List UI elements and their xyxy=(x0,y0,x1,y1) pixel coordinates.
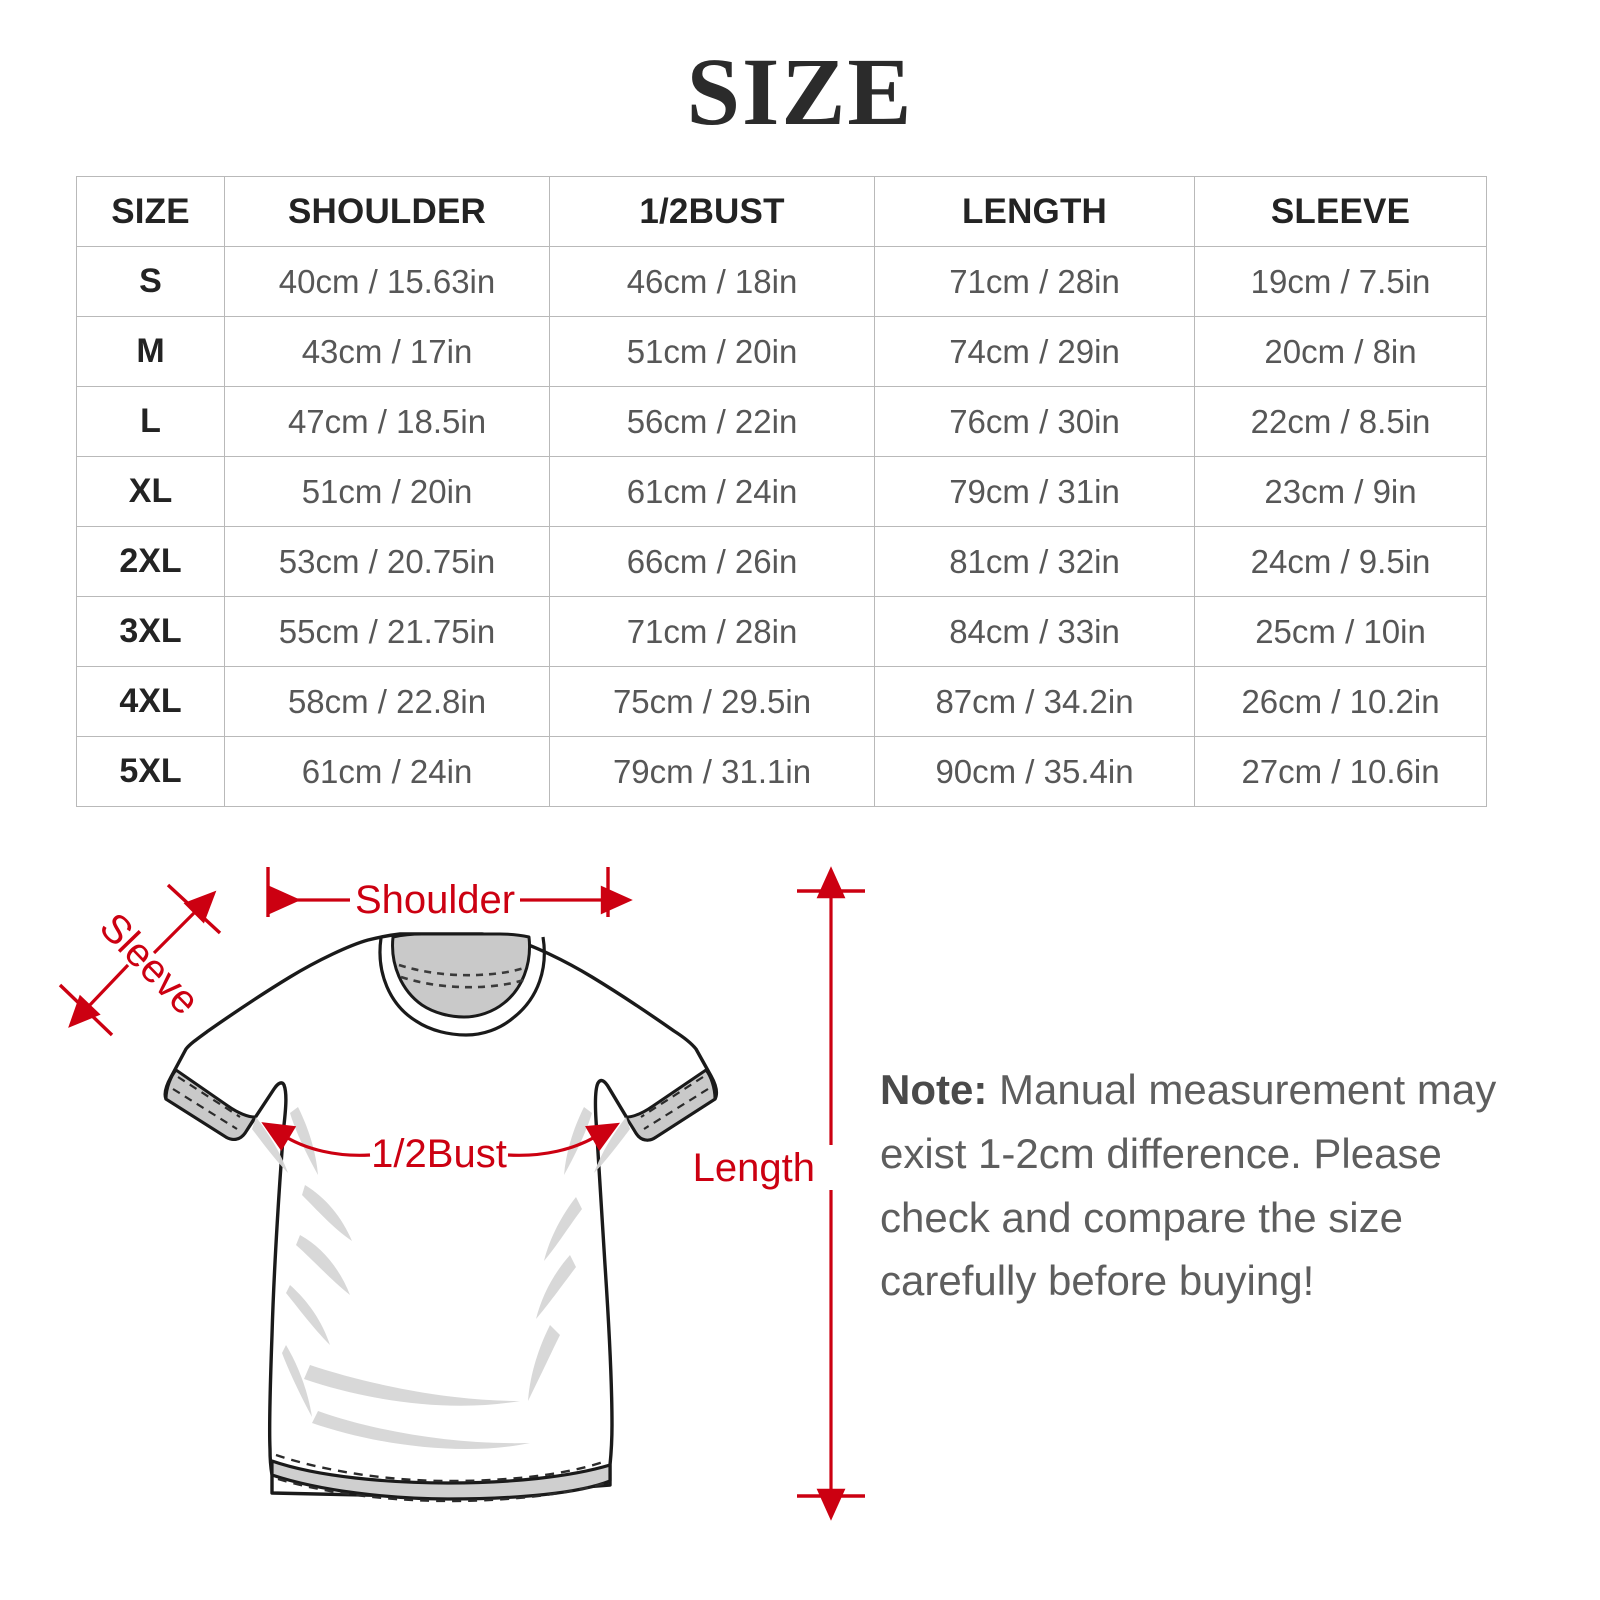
cell-bust: 71cm / 28in xyxy=(549,596,875,667)
column-header-sleeve: SLEEVE xyxy=(1194,176,1487,247)
cell-length: 87cm / 34.2in xyxy=(874,666,1195,737)
table-row: XL 51cm / 20in 61cm / 24in 79cm / 31in 2… xyxy=(76,456,1487,527)
cell-bust: 46cm / 18in xyxy=(549,246,875,317)
cell-size: 2XL xyxy=(76,526,225,597)
cell-shoulder: 51cm / 20in xyxy=(224,456,550,527)
cell-bust: 61cm / 24in xyxy=(549,456,875,527)
cell-size: 4XL xyxy=(76,666,225,737)
cell-shoulder: 61cm / 24in xyxy=(224,736,550,807)
cell-length: 71cm / 28in xyxy=(874,246,1195,317)
bust-dimension: 1/2Bust xyxy=(261,1122,621,1176)
cell-sleeve: 24cm / 9.5in xyxy=(1194,526,1487,597)
table-header-row: SIZE SHOULDER 1/2BUST LENGTH SLEEVE xyxy=(76,176,1487,247)
cell-shoulder: 58cm / 22.8in xyxy=(224,666,550,737)
cell-sleeve: 23cm / 9in xyxy=(1194,456,1487,527)
table-row: L 47cm / 18.5in 56cm / 22in 76cm / 30in … xyxy=(76,386,1487,457)
table-row: 4XL 58cm / 22.8in 75cm / 29.5in 87cm / 3… xyxy=(76,666,1487,737)
cell-bust: 75cm / 29.5in xyxy=(549,666,875,737)
sleeve-tick-bottom xyxy=(58,983,114,1037)
tshirt-illustration xyxy=(163,932,719,1503)
cell-bust: 56cm / 22in xyxy=(549,386,875,457)
left-cuff-stitch-a xyxy=(177,1076,241,1118)
sleeve-label: Sleeve xyxy=(91,905,208,1024)
cell-sleeve: 26cm / 10.2in xyxy=(1194,666,1487,737)
right-cuff-stitch-b xyxy=(643,1088,709,1130)
cell-size: 5XL xyxy=(76,736,225,807)
collar-inner xyxy=(391,932,532,1019)
collar-ribbing xyxy=(398,963,528,977)
column-header-length: LENGTH xyxy=(874,176,1195,247)
cell-sleeve: 27cm / 10.6in xyxy=(1194,736,1487,807)
bottom-hem-stitch-a xyxy=(275,1453,607,1483)
sleeve-arrow-up xyxy=(152,890,217,955)
table-body: S 40cm / 15.63in 46cm / 18in 71cm / 28in… xyxy=(76,246,1487,807)
length-dimension: Length xyxy=(693,866,865,1521)
left-cuff-stitch-b xyxy=(172,1088,238,1130)
page-title: SIZE xyxy=(686,38,914,145)
shoulder-dimension: Shoulder xyxy=(266,867,633,922)
cell-size: 3XL xyxy=(76,596,225,667)
tshirt-body-outline xyxy=(163,932,719,1499)
cell-bust: 51cm / 20in xyxy=(549,316,875,387)
sleeve-tick-top xyxy=(166,883,222,935)
cell-sleeve: 19cm / 7.5in xyxy=(1194,246,1487,317)
cell-shoulder: 43cm / 17in xyxy=(224,316,550,387)
neckline-seam xyxy=(378,936,546,1037)
right-cuff-stitch-a xyxy=(640,1076,704,1118)
sleeve-dimension: Sleeve xyxy=(58,883,222,1037)
cell-bust: 79cm / 31.1in xyxy=(549,736,875,807)
cell-size: S xyxy=(76,246,225,317)
note-body-text: Manual measurement may exist 1-2cm diffe… xyxy=(880,1066,1497,1305)
column-header-size: SIZE xyxy=(76,176,225,247)
bottom-hem-stitch-b xyxy=(277,1477,607,1503)
cell-sleeve: 22cm / 8.5in xyxy=(1194,386,1487,457)
cell-shoulder: 53cm / 20.75in xyxy=(224,526,550,597)
sleeve-arrow-down xyxy=(68,963,130,1028)
tshirt-measurement-diagram: Shoulder Sleeve 1/2Bust xyxy=(50,845,890,1545)
cell-size: M xyxy=(76,316,225,387)
cell-size: XL xyxy=(76,456,225,527)
cell-bust: 66cm / 26in xyxy=(549,526,875,597)
note-block: Note: Manual measurement may exist 1-2cm… xyxy=(880,1058,1520,1313)
bust-label: 1/2Bust xyxy=(371,1132,507,1176)
note-lead-label: Note: xyxy=(880,1066,988,1113)
bottom-hem-edge xyxy=(270,1459,612,1501)
table-row: S 40cm / 15.63in 46cm / 18in 71cm / 28in… xyxy=(76,246,1487,317)
cell-shoulder: 55cm / 21.75in xyxy=(224,596,550,667)
table-row: 2XL 53cm / 20.75in 66cm / 26in 81cm / 32… xyxy=(76,526,1487,597)
column-header-shoulder: SHOULDER xyxy=(224,176,550,247)
right-sleeve-cuff xyxy=(624,1068,717,1142)
cell-shoulder: 40cm / 15.63in xyxy=(224,246,550,317)
cell-shoulder: 47cm / 18.5in xyxy=(224,386,550,457)
table-row: M 43cm / 17in 51cm / 20in 74cm / 29in 20… xyxy=(76,316,1487,387)
cell-length: 79cm / 31in xyxy=(874,456,1195,527)
shoulder-label: Shoulder xyxy=(355,878,515,922)
collar-ribbing-inner xyxy=(400,975,527,989)
column-header-bust: 1/2BUST xyxy=(549,176,875,247)
left-sleeve-cuff xyxy=(164,1068,257,1141)
table-row: 3XL 55cm / 21.75in 71cm / 28in 84cm / 33… xyxy=(76,596,1487,667)
bust-arrow-left xyxy=(261,1122,371,1157)
cell-length: 76cm / 30in xyxy=(874,386,1195,457)
cell-length: 81cm / 32in xyxy=(874,526,1195,597)
size-table: SIZE SHOULDER 1/2BUST LENGTH SLEEVE S 40… xyxy=(76,176,1487,807)
cell-length: 74cm / 29in xyxy=(874,316,1195,387)
cell-length: 90cm / 35.4in xyxy=(874,736,1195,807)
bust-arrow-right xyxy=(507,1122,621,1157)
cell-size: L xyxy=(76,386,225,457)
table-row: 5XL 61cm / 24in 79cm / 31.1in 90cm / 35.… xyxy=(76,736,1487,807)
length-label: Length xyxy=(693,1146,815,1190)
table-header: SIZE SHOULDER 1/2BUST LENGTH SLEEVE xyxy=(76,176,1487,247)
cell-sleeve: 25cm / 10in xyxy=(1194,596,1487,667)
cell-sleeve: 20cm / 8in xyxy=(1194,316,1487,387)
cell-length: 84cm / 33in xyxy=(874,596,1195,667)
